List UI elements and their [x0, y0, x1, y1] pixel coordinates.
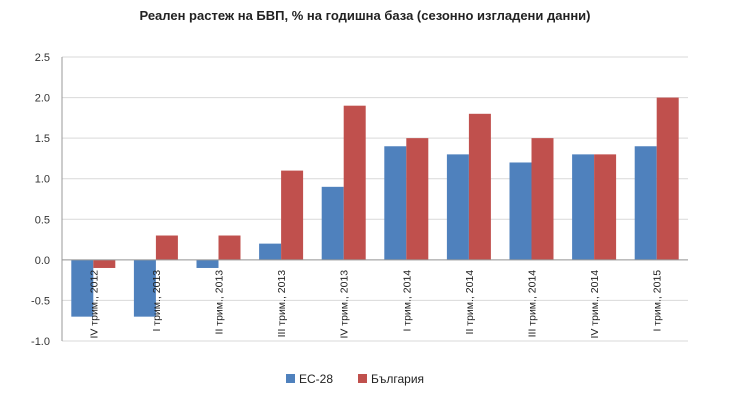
bar-eu28: [384, 146, 407, 260]
x-category-label: I трим., 2013: [151, 270, 163, 332]
x-axis-category-labels: IV трим., 2012 I трим., 2013 II трим., 201…: [88, 270, 663, 339]
y-tick-label: 0.5: [35, 214, 50, 226]
bar-bulgaria: [281, 170, 304, 260]
bar-bulgaria: [343, 105, 366, 260]
bars: [71, 97, 679, 317]
y-tick-label: 0.0: [35, 255, 50, 267]
chart-title: Реален растеж на БВП, % на годишна база …: [139, 8, 590, 23]
y-tick-label: 2.5: [35, 52, 50, 64]
x-category-label: II трим., 2014: [464, 270, 476, 335]
y-tick-label: 2.0: [35, 93, 50, 105]
y-tick-label: 1.0: [35, 174, 50, 186]
bar-bulgaria: [218, 235, 241, 260]
x-category-label: I трим., 2014: [401, 270, 413, 332]
x-category-label: IV трим., 2012: [88, 270, 100, 339]
x-category-label: I трим., 2015: [652, 270, 664, 332]
y-tick-label: -0.5: [31, 295, 50, 307]
y-tick-label: 1.5: [35, 133, 50, 145]
bar-bulgaria: [468, 113, 491, 260]
bar-eu28: [509, 162, 532, 260]
bar-bulgaria: [155, 235, 178, 260]
bar-bulgaria: [594, 154, 617, 260]
bar-bulgaria: [406, 138, 429, 260]
legend-swatch: [286, 374, 295, 383]
bar-eu28: [133, 259, 156, 317]
x-category-label: IV трим., 2013: [339, 270, 351, 339]
x-category-label: III трим., 2014: [527, 270, 539, 338]
y-tick-label: -1.0: [31, 336, 50, 348]
legend: ЕС-28 България: [286, 372, 424, 386]
y-axis-tick-labels: -1.0 -0.5 0.0 0.5 1.0 1.5 2.0 2.5: [31, 52, 50, 348]
bar-eu28: [71, 259, 94, 317]
bar-eu28: [259, 243, 282, 260]
bar-eu28: [196, 259, 219, 268]
x-category-label: II трим., 2013: [214, 270, 226, 335]
x-category-label: III трим., 2013: [276, 270, 288, 338]
legend-label: ЕС-28: [299, 372, 333, 386]
bar-bulgaria: [531, 138, 554, 260]
axes: [61, 57, 688, 341]
bar-bulgaria: [656, 97, 679, 260]
bar-eu28: [321, 186, 344, 260]
bar-bulgaria: [93, 259, 116, 268]
legend-label: България: [371, 372, 424, 386]
legend-swatch: [358, 374, 367, 383]
bar-eu28: [634, 146, 657, 260]
x-category-label: IV трим., 2014: [589, 270, 601, 339]
bar-eu28: [446, 154, 469, 260]
bar-eu28: [572, 154, 595, 260]
